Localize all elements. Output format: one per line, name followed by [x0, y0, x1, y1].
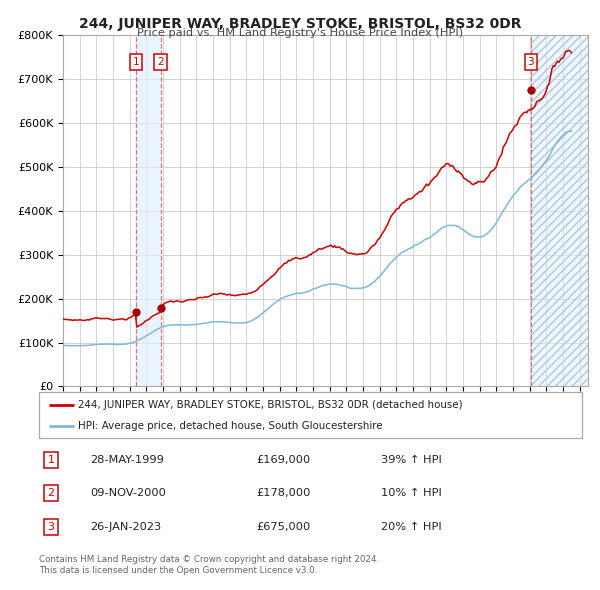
Text: 2: 2 — [47, 489, 55, 498]
Text: 39% ↑ HPI: 39% ↑ HPI — [381, 455, 442, 465]
Bar — [531, 35, 588, 386]
Text: 1: 1 — [133, 57, 139, 67]
Text: 3: 3 — [47, 522, 55, 532]
Text: £169,000: £169,000 — [256, 455, 310, 465]
Text: £178,000: £178,000 — [256, 489, 311, 498]
Bar — [531, 35, 588, 386]
Text: 2: 2 — [157, 57, 164, 67]
Text: 28-MAY-1999: 28-MAY-1999 — [91, 455, 164, 465]
Bar — [136, 35, 161, 386]
FancyBboxPatch shape — [39, 392, 582, 438]
Text: £675,000: £675,000 — [256, 522, 310, 532]
Text: HPI: Average price, detached house, South Gloucestershire: HPI: Average price, detached house, Sout… — [78, 421, 383, 431]
Text: 244, JUNIPER WAY, BRADLEY STOKE, BRISTOL, BS32 0DR: 244, JUNIPER WAY, BRADLEY STOKE, BRISTOL… — [79, 17, 521, 31]
Text: 3: 3 — [527, 57, 534, 67]
Text: 26-JAN-2023: 26-JAN-2023 — [91, 522, 162, 532]
Text: 09-NOV-2000: 09-NOV-2000 — [91, 489, 166, 498]
Text: Price paid vs. HM Land Registry's House Price Index (HPI): Price paid vs. HM Land Registry's House … — [137, 28, 463, 38]
Text: 244, JUNIPER WAY, BRADLEY STOKE, BRISTOL, BS32 0DR (detached house): 244, JUNIPER WAY, BRADLEY STOKE, BRISTOL… — [78, 399, 463, 409]
Text: 10% ↑ HPI: 10% ↑ HPI — [381, 489, 442, 498]
Text: 1: 1 — [47, 455, 55, 465]
Text: Contains HM Land Registry data © Crown copyright and database right 2024.: Contains HM Land Registry data © Crown c… — [39, 555, 379, 563]
Text: 20% ↑ HPI: 20% ↑ HPI — [381, 522, 442, 532]
Text: This data is licensed under the Open Government Licence v3.0.: This data is licensed under the Open Gov… — [39, 566, 317, 575]
